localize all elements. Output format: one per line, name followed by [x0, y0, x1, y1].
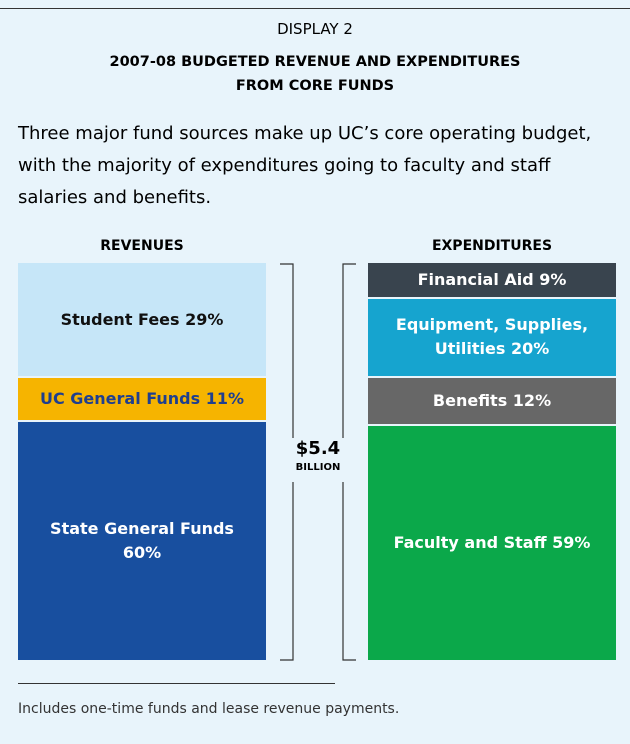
footnote-rule: [18, 683, 335, 684]
segment: Student Fees 29%: [18, 263, 266, 377]
column-header: REVENUES: [100, 238, 184, 254]
segment: State General Funds 60%: [18, 421, 266, 660]
segment-label: UC General Funds 11%: [39, 388, 245, 408]
column-header: EXPENDITURES: [431, 238, 553, 254]
total-backdrop: [288, 438, 348, 482]
top-rule: [0, 8, 630, 9]
total-unit: BILLION: [295, 462, 341, 473]
display-label: DISPLAY 2: [277, 20, 353, 38]
segment: Benefits 12%: [368, 378, 616, 424]
segment: Equipment, Supplies, Utilities 20%: [368, 298, 616, 377]
total: $5.4: [295, 438, 341, 459]
segment-label: Financial Aid 9%: [417, 269, 567, 289]
segment-label: State General Funds 60%: [50, 518, 234, 562]
segment-label: Benefits 12%: [432, 390, 552, 410]
segment: UC General Funds 11%: [18, 378, 266, 420]
subtitle: Three major fund sources make up UC’s co…: [18, 123, 592, 208]
segment: Financial Aid 9%: [368, 263, 616, 297]
segment-label: Equipment, Supplies, Utilities 20%: [395, 315, 589, 359]
chart-title: 2007-08 BUDGETED REVENUE AND EXPENDITURE…: [109, 54, 521, 94]
segment-label: Faculty and Staff 59%: [393, 532, 591, 552]
footnote: Includes one-time funds and lease revenu…: [18, 701, 400, 717]
segment-label: Student Fees 29%: [60, 309, 224, 329]
segment: Faculty and Staff 59%: [368, 425, 616, 660]
